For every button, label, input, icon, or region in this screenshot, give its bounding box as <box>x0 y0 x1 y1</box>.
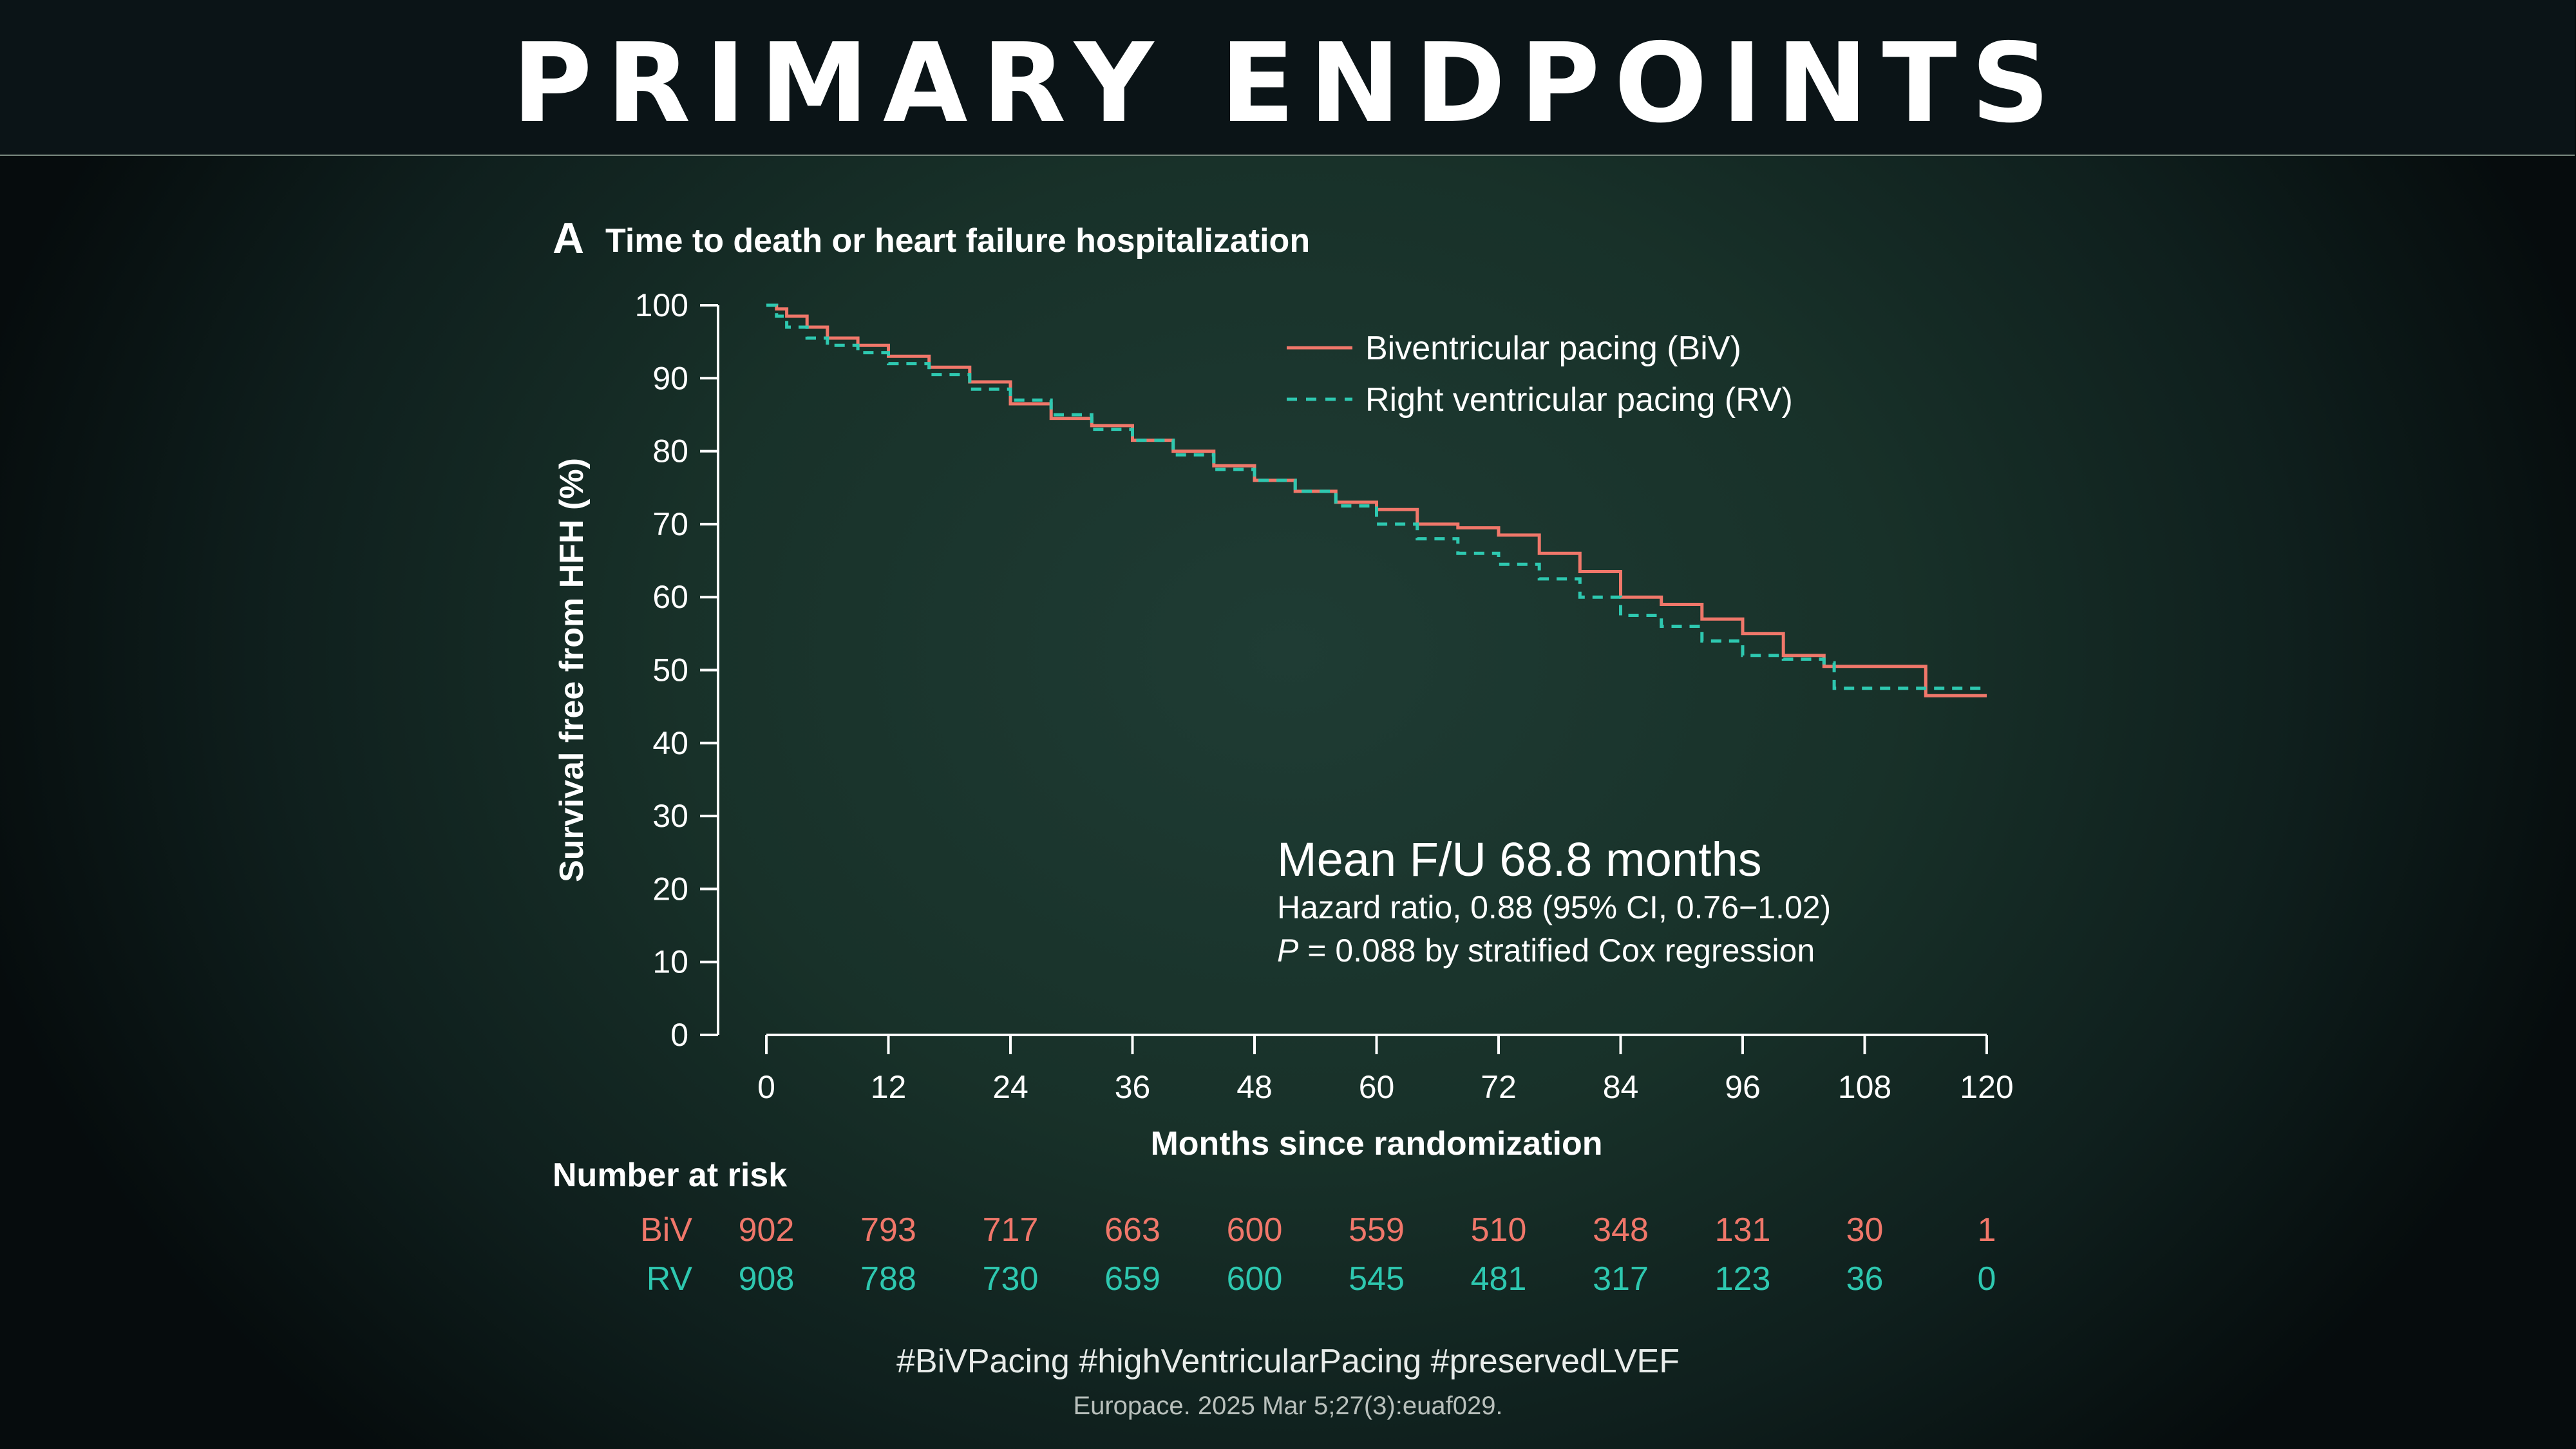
risk-value: 788 <box>860 1260 916 1298</box>
risk-value: 659 <box>1104 1260 1160 1298</box>
risk-value: 717 <box>983 1211 1039 1249</box>
x-tick-label: 48 <box>1236 1069 1273 1105</box>
risk-row-label-rv: RV <box>647 1260 693 1298</box>
risk-value: 317 <box>1593 1260 1649 1298</box>
risk-value: 908 <box>739 1260 795 1298</box>
x-tick-label: 60 <box>1359 1069 1395 1105</box>
y-tick-label: 90 <box>652 360 688 396</box>
legend-label-rv: Right ventricular pacing (RV) <box>1365 381 1793 419</box>
rv-curve <box>766 303 1987 690</box>
risk-value: 123 <box>1715 1260 1771 1298</box>
risk-value: 131 <box>1715 1211 1771 1249</box>
x-tick-label: 12 <box>871 1069 907 1105</box>
mean-followup-text: Mean F/U 68.8 months <box>1277 833 1762 886</box>
p-value-text: P = 0.088 by stratified Cox regression <box>1277 931 1815 971</box>
legend-label-biv: Biventricular pacing (BiV) <box>1365 330 1741 367</box>
x-axis-title: Months since randomization <box>1150 1125 1602 1162</box>
risk-value: 348 <box>1593 1211 1649 1249</box>
y-tick-label: 70 <box>652 506 688 542</box>
x-tick-label: 84 <box>1603 1069 1639 1105</box>
y-tick-label: 60 <box>652 579 688 615</box>
risk-value: 793 <box>860 1211 916 1249</box>
y-tick-label: 20 <box>652 871 688 907</box>
risk-value: 36 <box>1846 1260 1884 1298</box>
risk-value: 510 <box>1471 1211 1527 1249</box>
y-tick-label: 10 <box>652 944 688 980</box>
page-title: PRIMARY ENDPOINTS <box>512 20 2064 147</box>
y-tick-label: 50 <box>652 652 688 688</box>
x-tick-label: 36 <box>1115 1069 1151 1105</box>
risk-value: 481 <box>1471 1260 1527 1298</box>
p-symbol: P <box>1277 933 1299 969</box>
chart-title: Time to death or heart failure hospitali… <box>605 222 1311 260</box>
panel-letter: A <box>553 214 585 263</box>
risk-value: 902 <box>739 1211 795 1249</box>
risk-value: 545 <box>1349 1260 1405 1298</box>
risk-row-label-biv: BiV <box>640 1211 692 1249</box>
legend: Biventricular pacing (BiV) Right ventricu… <box>1287 330 1793 419</box>
citation: Europace. 2025 Mar 5;27(3):euaf029. <box>1073 1392 1503 1420</box>
y-tick-label: 100 <box>635 287 688 323</box>
risk-value: 600 <box>1227 1211 1283 1249</box>
y-axis: 0 10 20 30 40 50 60 70 80 90 100 Survival free from… <box>553 287 719 1053</box>
risk-value: 730 <box>983 1260 1039 1298</box>
risk-value: 600 <box>1227 1260 1283 1298</box>
y-tick-label: 40 <box>652 725 688 761</box>
risk-value: 0 <box>1978 1260 1996 1298</box>
hazard-ratio-text: Hazard ratio, 0.88 (95% CI, 0.76−1.02) <box>1277 889 1832 925</box>
x-tick-label: 0 <box>757 1069 775 1105</box>
curves <box>766 303 1987 697</box>
y-tick-label: 0 <box>670 1017 688 1053</box>
x-axis: 0 12 24 36 48 60 72 84 96 108 120 Months since rand… <box>757 1034 2014 1162</box>
title-banner: PRIMARY ENDPOINTS <box>0 0 2575 156</box>
hashtags: #BiVPacing #highVentricularPacing #prese… <box>896 1343 1680 1380</box>
y-tick-label: 80 <box>652 433 688 469</box>
p-value-detail: = 0.088 by stratified Cox regression <box>1298 933 1815 969</box>
x-tick-label: 120 <box>1960 1069 2013 1105</box>
risk-value: 30 <box>1846 1211 1884 1249</box>
x-tick-label: 96 <box>1725 1069 1761 1105</box>
risk-table-heading: Number at risk <box>553 1157 788 1194</box>
x-tick-label: 108 <box>1838 1069 1891 1105</box>
y-tick-label: 30 <box>652 798 688 834</box>
risk-value: 663 <box>1104 1211 1160 1249</box>
risk-table: BiV 902 793 717 663 600 559 510 348 131 30 1 RV 908 78… <box>640 1211 1996 1298</box>
x-tick-label: 72 <box>1481 1069 1517 1105</box>
risk-value: 559 <box>1349 1211 1405 1249</box>
risk-value: 1 <box>1978 1211 1996 1249</box>
x-tick-label: 24 <box>992 1069 1028 1105</box>
y-axis-title: Survival free from HFH (%) <box>553 458 591 882</box>
